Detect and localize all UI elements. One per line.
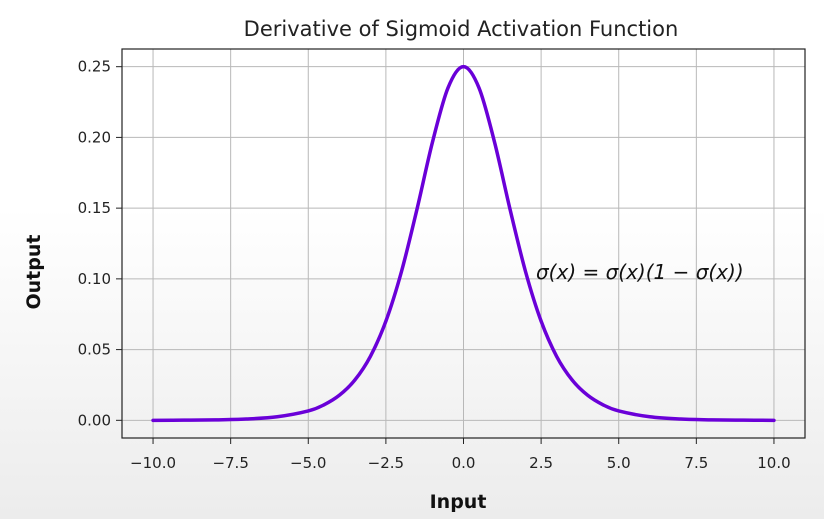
y-tick-label: 0.10 [78,270,111,288]
formula-annotation: σ(x) = σ(x)(1 − σ(x)) [536,260,744,284]
y-tick-label: 0.00 [78,411,111,429]
x-tick-label: 0.0 [452,454,476,472]
x-ticks: −10.0 −7.5 −5.0 −2.5 0.0 2.5 5.0 7.5 10.0 [130,438,791,472]
x-tick-label: −5.0 [290,454,326,472]
chart-title: Derivative of Sigmoid Activation Functio… [244,17,679,41]
x-tick-label: 10.0 [757,454,790,472]
y-ticks: 0.00 0.05 0.10 0.15 0.20 0.25 [78,58,122,429]
x-tick-label: −7.5 [212,454,248,472]
x-tick-label: 5.0 [607,454,631,472]
y-tick-label: 0.05 [78,341,111,359]
y-tick-label: 0.20 [78,128,111,146]
x-tick-label: −2.5 [368,454,404,472]
y-tick-label: 0.25 [78,58,111,76]
y-tick-label: 0.15 [78,199,111,217]
series-line [151,64,776,423]
x-axis-label: Input [430,491,487,513]
x-tick-label: 7.5 [684,454,708,472]
series-group [151,64,776,423]
y-axis-label: Output [23,235,45,310]
x-tick-label: 2.5 [529,454,553,472]
x-tick-label: −10.0 [130,454,176,472]
grid [122,49,805,438]
